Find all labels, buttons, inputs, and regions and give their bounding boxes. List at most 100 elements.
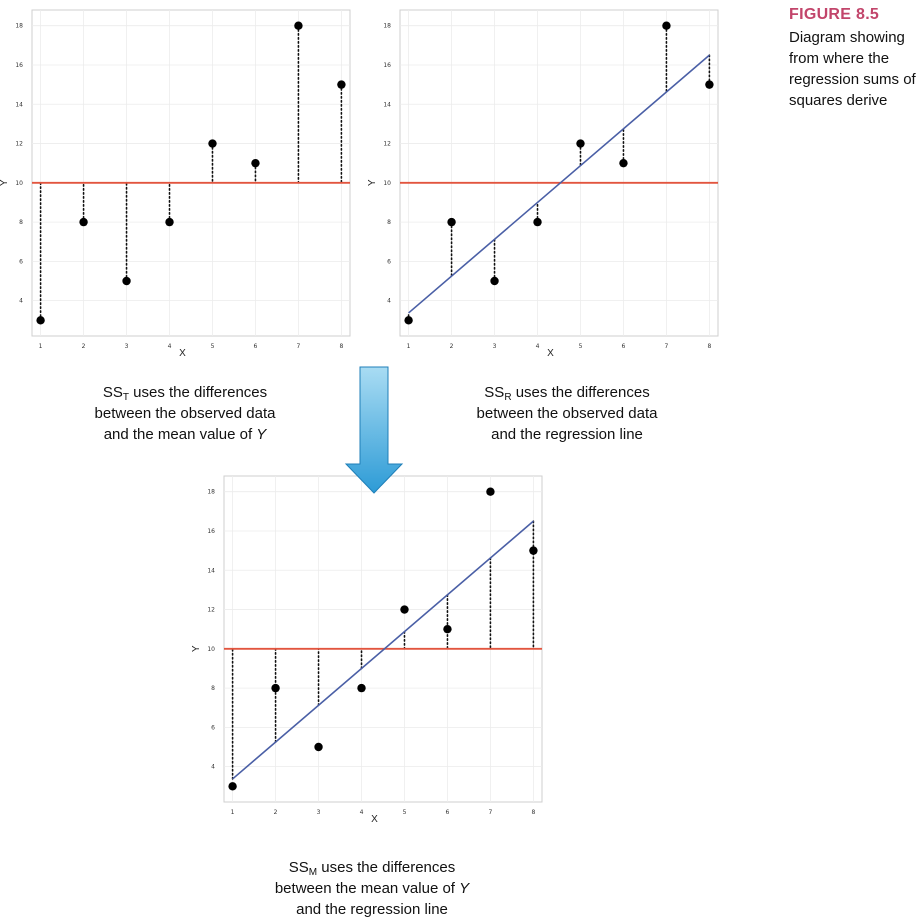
y-tick-label: 6 [211,724,215,731]
x-tick-label: 3 [317,809,321,816]
x-tick-label: 6 [446,809,450,816]
data-point [271,683,280,693]
ssr-caption-line1: SSR uses the differences [484,384,650,403]
data-point [662,21,671,30]
ssm-caption-line1: SSM uses the differences [288,859,456,878]
x-tick-label: 6 [622,343,626,350]
y-tick-label: 10 [15,180,23,187]
y-tick-label: 18 [383,23,391,30]
x-tick-label: 4 [536,343,540,350]
y-tick-label: 8 [211,685,215,692]
data-point [705,80,714,89]
data-point [486,487,495,496]
data-point [208,139,217,148]
y-axis-title: Y [191,645,202,652]
ssm-caption-line2: between the mean value of Y [274,880,470,897]
x-tick-label: 7 [489,809,493,816]
x-tick-label: 2 [450,343,454,350]
y-tick-label: 16 [207,528,215,535]
data-point [79,217,88,227]
x-tick-label: 5 [403,809,407,816]
data-point [443,624,452,634]
y-tick-label: 6 [19,258,23,265]
y-tick-label: 10 [383,180,391,187]
ssm-caption-line3: and the regression line [296,901,448,918]
plot-frame [31,9,351,337]
sst-chart: 1 2 3 4 5 6 7 8 4 6 8 10 12 14 16 18 X Y [0,8,360,368]
y-tick-label: 18 [207,489,215,496]
regression-line [232,520,534,780]
y-axis-title: Y [0,179,10,186]
data-point [357,683,366,693]
x-tick-label: 4 [168,343,172,350]
sst-caption-line2: between the observed data [94,405,276,422]
y-tick-label: 12 [383,141,391,148]
y-tick-label: 16 [383,62,391,69]
ssr-caption-line3: and the regression line [491,426,643,443]
y-tick-label: 4 [19,298,23,305]
y-tick-label: 16 [15,62,23,69]
ssr-chart: 1 2 3 4 5 6 7 8 4 6 8 10 12 14 16 18 X Y [367,8,728,368]
data-point [576,139,585,148]
y-tick-label: 6 [387,258,391,265]
data-point [619,158,628,168]
data-point [251,158,260,168]
data-point [122,276,131,286]
x-tick-label: 1 [407,343,411,350]
x-tick-label: 1 [231,809,235,816]
x-tick-label: 5 [211,343,215,350]
data-point [294,21,303,30]
data-point [337,80,346,89]
x-tick-label: 1 [39,343,43,350]
x-axis-title: X [371,814,378,825]
sst-caption-line3: and the mean value of Y [103,426,267,443]
x-tick-label: 7 [665,343,669,350]
figure-description: Diagram showing from where the regressio… [789,29,916,109]
data-point [490,276,499,286]
down-arrow-icon [344,366,404,494]
x-tick-label: 5 [579,343,583,350]
y-tick-label: 10 [207,646,215,653]
y-tick-label: 14 [207,567,215,574]
plot-frame [399,9,719,337]
data-point [533,217,542,227]
x-axis-title: X [179,348,186,359]
y-tick-label: 14 [383,101,391,108]
x-tick-label: 8 [339,343,343,350]
figure-title-block: FIGURE 8.5 Diagram showing from where th… [789,6,916,111]
y-tick-label: 18 [15,23,23,30]
x-tick-label: 8 [531,809,535,816]
regression-line [408,54,710,314]
y-tick-label: 8 [19,219,23,226]
data-point [165,217,174,227]
ssm-caption: SSM uses the differences between the mea… [232,857,512,920]
down-arrow-shape [344,366,404,494]
y-tick-label: 12 [207,607,215,614]
x-tick-label: 2 [274,809,278,816]
data-point [36,316,45,325]
x-tick-label: 6 [254,343,258,350]
x-tick-label: 7 [297,343,301,350]
y-tick-label: 4 [387,298,391,305]
x-tick-label: 3 [125,343,129,350]
y-tick-label: 8 [387,219,391,226]
data-point [404,316,413,325]
data-point [228,782,237,791]
figure-label: FIGURE 8.5 [789,6,880,23]
sst-caption: SST uses the differences between the obs… [60,382,310,445]
plot-frame [223,475,543,803]
y-tick-label: 14 [15,101,23,108]
ssr-caption-line2: between the observed data [476,405,658,422]
y-axis-title: Y [367,179,378,186]
ssr-caption: SSR uses the differences between the obs… [442,382,692,445]
y-tick-label: 12 [15,141,23,148]
data-point [314,742,323,752]
sst-caption-line1: SST uses the differences [102,384,268,403]
data-point [529,546,538,555]
y-tick-label: 4 [211,764,215,771]
x-tick-label: 3 [493,343,497,350]
x-axis-title: X [547,348,554,359]
